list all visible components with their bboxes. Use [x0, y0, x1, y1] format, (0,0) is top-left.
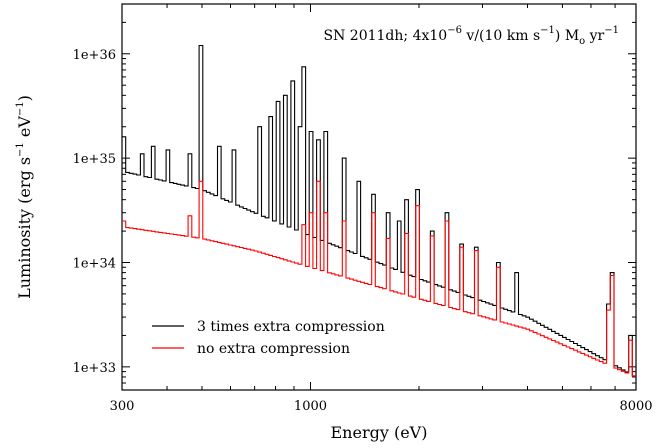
- y-tick-label: 1e+35: [73, 152, 116, 167]
- legend-label-uncompressed: no extra compression: [197, 341, 350, 357]
- x-tick-label: 300: [110, 399, 135, 414]
- y-tick-label: 1e+34: [73, 256, 116, 271]
- x-tick-label: 1000: [294, 399, 327, 414]
- legend: 3 times extra compression no extra compr…: [152, 319, 385, 357]
- y-tick-label: 1e+36: [73, 48, 116, 63]
- y-axis-label: Luminosity (erg s−1 eV−1): [15, 95, 34, 299]
- x-tick-label: 8000: [619, 399, 652, 414]
- ticks: 300 1000 8000 1e+33 1e+34 1e+35 1e+36: [73, 3, 653, 414]
- series-layer: [122, 44, 636, 377]
- plot-frame: [121, 3, 637, 391]
- series-line-1: [122, 180, 636, 377]
- x-axis-label: Energy (eV): [331, 423, 428, 442]
- series-line-0: [122, 44, 636, 377]
- chart-annotation: SN 2011dh; 4x10−6 v/(10 km s−1) Mo yr−1: [324, 25, 619, 47]
- y-tick-label: 1e+33: [73, 361, 116, 376]
- legend-label-compressed: 3 times extra compression: [197, 319, 385, 335]
